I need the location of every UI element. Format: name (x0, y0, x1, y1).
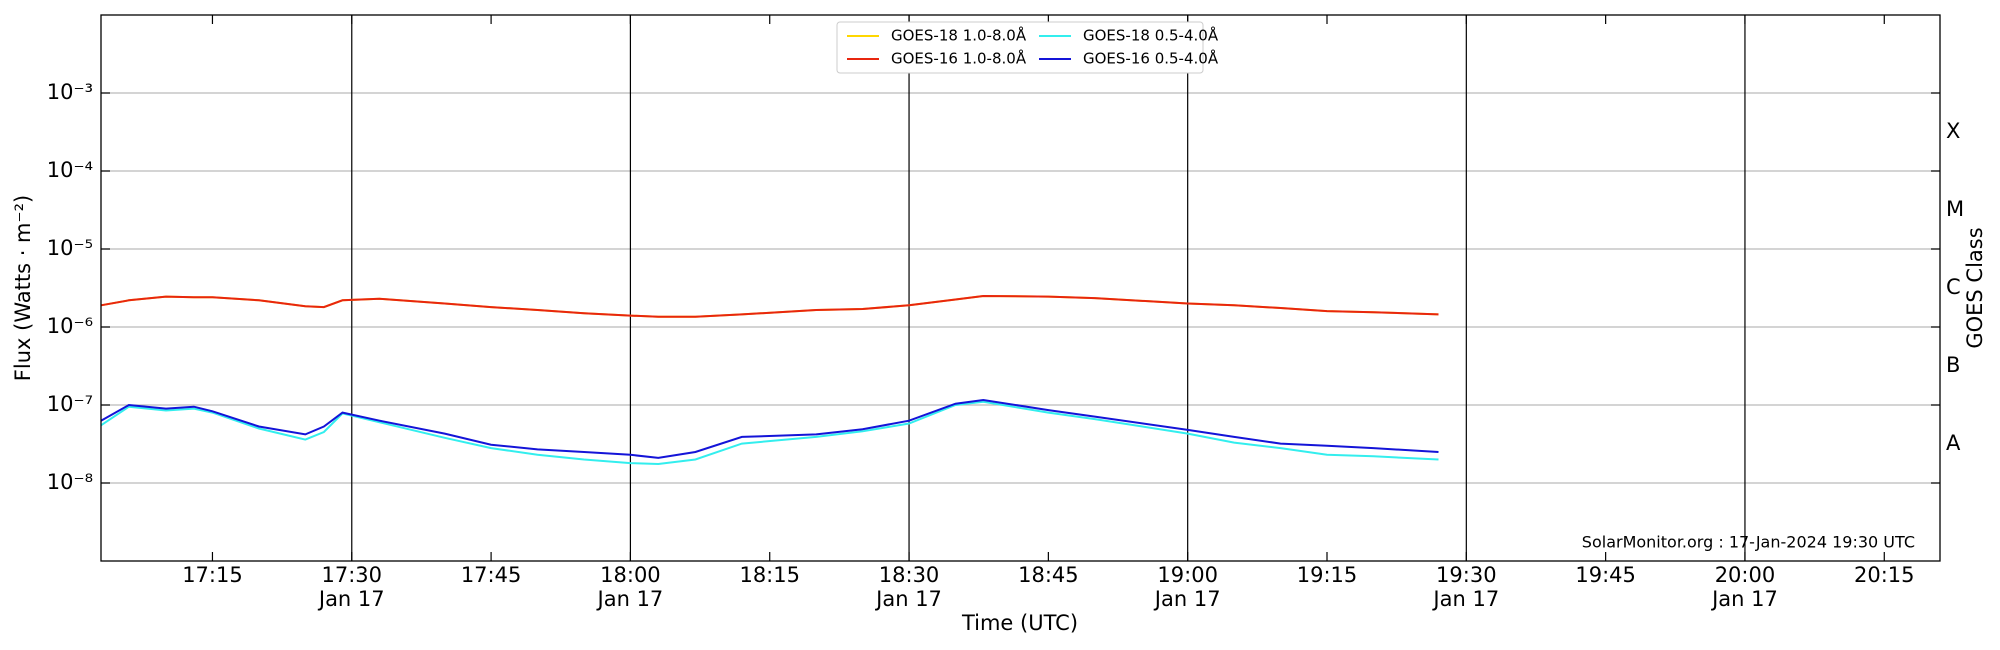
legend-label: GOES-16 1.0-8.0Å (891, 49, 1027, 68)
y2-tick-label: B (1946, 353, 1960, 377)
legend-label: GOES-16 0.5-4.0Å (1083, 49, 1219, 68)
y-tick-label: 10⁻³ (47, 80, 93, 104)
series-line (100, 400, 1439, 466)
y-tick-label: 10⁻⁸ (47, 470, 93, 494)
x-tick-label: 17:45 (461, 563, 522, 587)
x-axis-label: Time (UTC) (961, 611, 1078, 635)
x-tick-label: 18:30 Jan 17 (874, 563, 942, 611)
x-tick-label: 18:45 (1018, 563, 1079, 587)
series-line (100, 294, 1439, 318)
x-tick-label: 20:15 (1854, 563, 1915, 587)
x-tick-label: 19:15 (1297, 563, 1358, 587)
y-tick-label: 10⁻⁷ (47, 392, 93, 416)
legend-label: GOES-18 0.5-4.0Å (1083, 26, 1219, 45)
x-tick-label: 19:30 Jan 17 (1431, 563, 1499, 611)
y-tick-label: 10⁻⁴ (47, 158, 93, 182)
x-tick-label: 19:45 (1575, 563, 1636, 587)
y2-axis-label: GOES Class (1963, 227, 1987, 348)
series-line (100, 398, 1439, 459)
x-tick-label: 18:15 (739, 563, 800, 587)
x-tick-label: 20:00 Jan 17 (1710, 563, 1778, 611)
y-axis-label: Flux (Watts · m⁻²) (11, 195, 35, 381)
legend-box (836, 21, 1204, 74)
x-tick-label: 17:30 Jan 17 (317, 563, 385, 611)
y2-tick-label: X (1946, 119, 1960, 143)
x-tick-label: 18:00 Jan 17 (596, 563, 664, 611)
legend-label: GOES-18 1.0-8.0Å (891, 26, 1027, 45)
y2-tick-label: C (1946, 275, 1961, 299)
y2-tick-label: A (1946, 431, 1961, 455)
x-tick-label: 17:15 (182, 563, 243, 587)
x-tick-label: 19:00 Jan 17 (1153, 563, 1221, 611)
y-tick-label: 10⁻⁶ (47, 314, 93, 338)
y2-tick-label: M (1946, 197, 1964, 221)
annotation: SolarMonitor.org : 17-Jan-2024 19:30 UTC (1582, 533, 1915, 552)
plot-frame (100, 14, 1941, 562)
y-tick-label: 10⁻⁵ (47, 236, 93, 260)
